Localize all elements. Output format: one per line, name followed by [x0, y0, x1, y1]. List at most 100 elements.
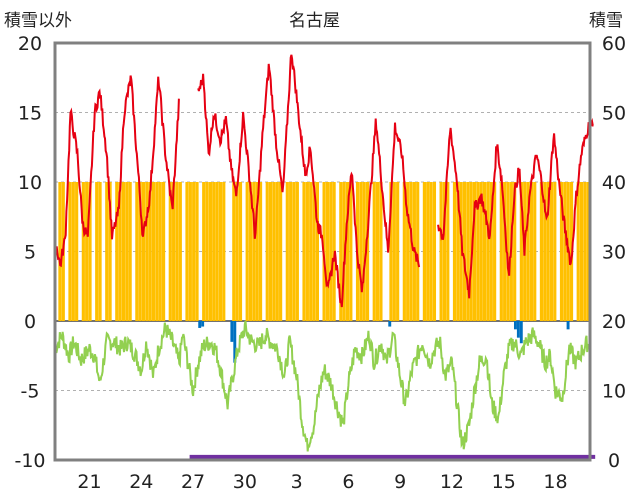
x-tick-label: 21 — [77, 471, 101, 493]
sunshine-bar — [121, 182, 126, 321]
sunshine-bar — [462, 182, 467, 321]
sunshine-bar — [533, 182, 537, 321]
left-tick-label: 0 — [24, 311, 36, 333]
sunshine-bar — [513, 182, 517, 321]
sunshine-bar — [232, 182, 236, 321]
sunshine-bar — [576, 182, 580, 321]
x-tick-label: 27 — [181, 471, 205, 493]
sunshine-bar — [279, 182, 283, 321]
sunshine-bar — [499, 182, 503, 321]
sunshine-bar — [289, 182, 293, 321]
sunshine-bar — [432, 182, 437, 321]
sunshine-bar — [58, 182, 62, 321]
sunshine-bar — [372, 182, 376, 321]
left-tick-label: 15 — [18, 103, 42, 125]
sunshine-bar — [503, 182, 507, 321]
sunshine-bar — [549, 182, 554, 321]
right-axis-label: 積雪 — [589, 11, 623, 31]
right-tick-label: 60 — [602, 33, 626, 55]
sunshine-bar — [75, 182, 79, 321]
sunshine-bar — [115, 182, 119, 321]
sunshine-bar — [312, 182, 316, 321]
sunshine-bar — [141, 182, 146, 321]
precipitation-bar — [519, 321, 523, 344]
precipitation-bar — [388, 321, 392, 327]
sunshine-bar — [379, 182, 383, 321]
sunshine-bar — [218, 182, 223, 321]
sunshine-bar — [215, 182, 219, 321]
sunshine-bar — [292, 182, 296, 321]
sunshine-bar — [345, 182, 350, 321]
sunshine-bar — [295, 182, 299, 321]
left-tick-label: -10 — [14, 450, 45, 472]
x-tick-label: 30 — [233, 471, 257, 493]
sunshine-bar — [81, 182, 85, 321]
left-tick-label: -5 — [21, 381, 40, 403]
sunshine-bar — [539, 182, 544, 321]
sunshine-bar — [476, 182, 480, 321]
sunshine-bar — [151, 182, 156, 321]
sunshine-bar — [583, 182, 587, 321]
sunshine-bar — [529, 182, 533, 321]
sunshine-bar — [389, 182, 393, 321]
sunshine-bar — [68, 182, 72, 321]
sunshine-bar — [479, 182, 483, 321]
sunshine-bar — [208, 182, 212, 321]
x-tick-label: 9 — [394, 471, 406, 493]
sunshine-bar — [172, 182, 176, 321]
sunshine-bar — [192, 182, 196, 321]
sunshine-bar — [255, 182, 259, 321]
sunshine-bar — [248, 182, 253, 321]
sunshine-bar — [265, 182, 269, 321]
sunshine-bar — [202, 182, 206, 321]
sunshine-bar — [486, 182, 490, 321]
sunshine-bar — [466, 182, 470, 321]
sunshine-bar — [489, 182, 493, 321]
sunshine-bar — [329, 182, 333, 321]
sunshine-bar — [185, 182, 189, 321]
sunshine-bar — [128, 182, 132, 321]
x-tick-label: 24 — [129, 471, 153, 493]
sunshine-bar — [178, 182, 182, 321]
right-tick-label: 20 — [602, 311, 626, 333]
sunshine-bar — [559, 182, 564, 321]
sunshine-bar — [98, 182, 102, 321]
sunshine-bar — [526, 182, 530, 321]
precipitation-bar — [233, 321, 237, 363]
right-tick-label: 0 — [608, 450, 620, 472]
sunshine-bar — [305, 182, 309, 321]
sunshine-bar — [426, 182, 430, 321]
sunshine-bar — [205, 182, 209, 321]
sunshine-bar — [158, 182, 162, 321]
sunshine-bar — [135, 182, 139, 321]
sunshine-bar — [188, 182, 192, 321]
sunshine-bar — [138, 182, 142, 321]
left-tick-label: 20 — [18, 33, 42, 55]
sunshine-bar — [422, 182, 426, 321]
left-tick-label: 5 — [24, 242, 36, 264]
sunshine-bar — [439, 182, 443, 321]
sunshine-bar — [519, 182, 523, 321]
sunshine-bar — [349, 182, 353, 321]
sunshine-bar — [456, 182, 460, 321]
sunshine-bar — [195, 182, 199, 321]
min-temp-line — [54, 320, 589, 452]
precipitation-bar — [198, 321, 202, 328]
left-tick-label: 10 — [18, 172, 42, 194]
sunshine-bar — [125, 182, 129, 321]
chart-title: 名古屋 — [289, 11, 340, 31]
sunshine-bar — [245, 182, 249, 321]
sunshine-bar — [483, 182, 487, 321]
precipitation-bar — [230, 321, 234, 342]
sunshine-bar — [95, 182, 99, 321]
sunshine-bar — [339, 182, 343, 321]
sunshine-bar — [212, 182, 216, 321]
sunshine-bar — [402, 182, 406, 321]
sunshine-bar — [235, 182, 239, 321]
right-tick-label: 10 — [602, 381, 626, 403]
sunshine-bar — [145, 182, 149, 321]
sunshine-bar — [71, 182, 75, 321]
sunshine-bar — [108, 182, 112, 321]
right-tick-label: 40 — [602, 172, 626, 194]
